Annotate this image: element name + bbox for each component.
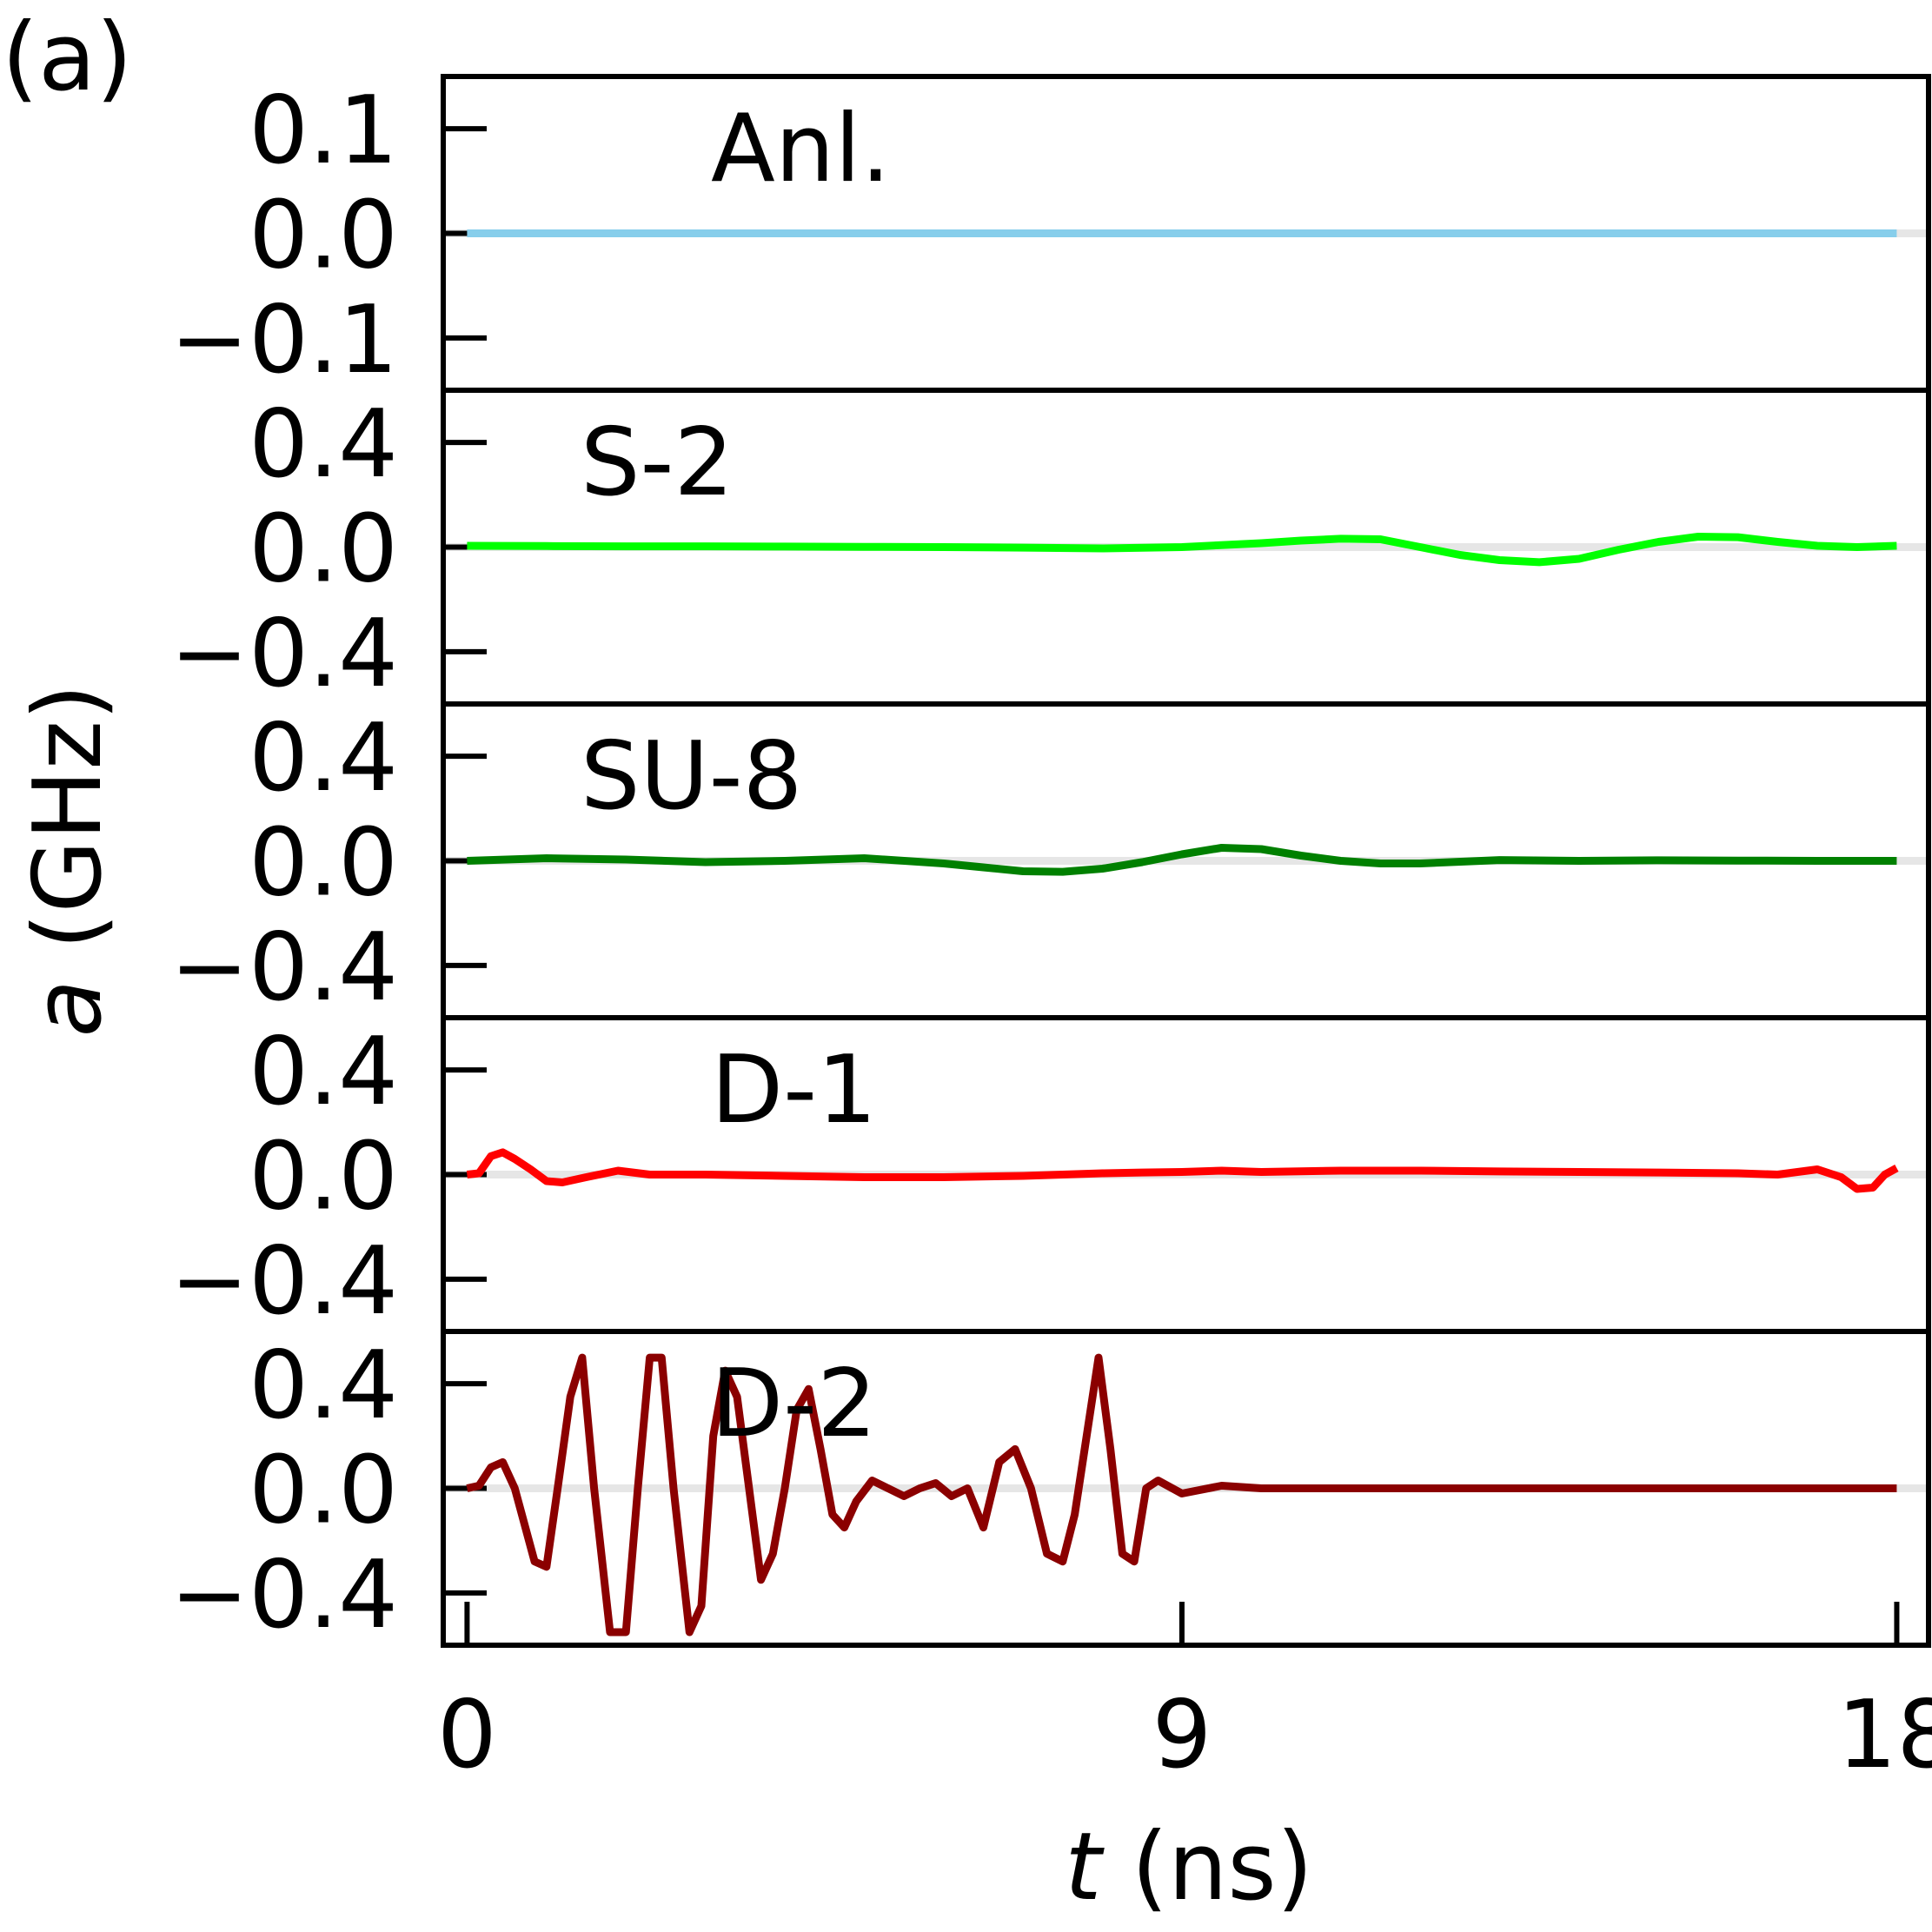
- y-axis-label-var: a: [14, 979, 123, 1037]
- y-tick-label: −0.4: [170, 1227, 398, 1336]
- y-tick-label: 0.0: [249, 1437, 398, 1545]
- x-axis-label-unit: (ns): [1102, 1813, 1313, 1922]
- y-axis-label-unit: (GHz): [14, 684, 123, 979]
- series-line-d-1: [466, 1148, 1899, 1193]
- y-tick-label: −0.4: [170, 600, 398, 708]
- panel-label-anl: Anl.: [711, 95, 891, 203]
- y-tick-label: 0.0: [249, 182, 398, 290]
- x-tick-label: 18: [1837, 1681, 1932, 1789]
- panel-s-2: 0.40.0−0.4 S-2: [170, 388, 1931, 708]
- y-tick-label: −0.4: [170, 913, 398, 1022]
- y-tick-label: 0.0: [249, 495, 398, 604]
- series-line-s-2: [467, 533, 1897, 567]
- x-axis-ticks: 0 9 18: [437, 1602, 1932, 1789]
- y-tick-label: 0.4: [249, 390, 398, 499]
- panel-su-8: 0.40.0−0.4 SU-8: [170, 701, 1931, 1022]
- y-tick-label: −0.1: [170, 286, 398, 395]
- y-tick-label: 0.0: [249, 809, 398, 918]
- panel-label-d-2: D-2: [711, 1350, 877, 1458]
- panel-label-su-8: SU-8: [581, 722, 802, 831]
- x-axis-label-var: t: [1065, 1813, 1105, 1922]
- svg-text:a (GHz): a (GHz): [14, 684, 123, 1037]
- panels: 0.10.0−0.1Anl.0.40.0−0.4S-20.40.0−0.4SU-…: [170, 74, 1931, 1650]
- y-axis-label: a (GHz): [14, 684, 123, 1037]
- panel-frame: [441, 1329, 1931, 1648]
- panel-label-d-1: D-1: [711, 1036, 877, 1145]
- figure-label: (a): [2, 3, 132, 112]
- y-tick-label: 0.4: [249, 1331, 398, 1440]
- series-line-su-8: [467, 844, 1897, 876]
- svg-text:t (ns): t (ns): [1065, 1813, 1313, 1922]
- x-tick-label: 0: [437, 1681, 497, 1789]
- panel-d-1: 0.40.0−0.4 D-1: [170, 1015, 1931, 1336]
- panel-label-s-2: S-2: [581, 408, 734, 517]
- series-line-d-2: [466, 1353, 1897, 1637]
- x-axis-label: t (ns): [1065, 1813, 1313, 1922]
- panel-d-2: 0.40.0−0.4 D-2: [170, 1329, 1931, 1650]
- y-tick-label: 0.1: [249, 76, 398, 185]
- y-tick-label: −0.4: [170, 1541, 398, 1650]
- x-tick-label: 9: [1152, 1681, 1212, 1789]
- y-tick-label: 0.4: [249, 1018, 398, 1126]
- panel-anl: 0.10.0−0.1 Anl.: [170, 74, 1931, 395]
- y-tick-label: 0.0: [249, 1123, 398, 1232]
- y-tick-label: 0.4: [249, 704, 398, 813]
